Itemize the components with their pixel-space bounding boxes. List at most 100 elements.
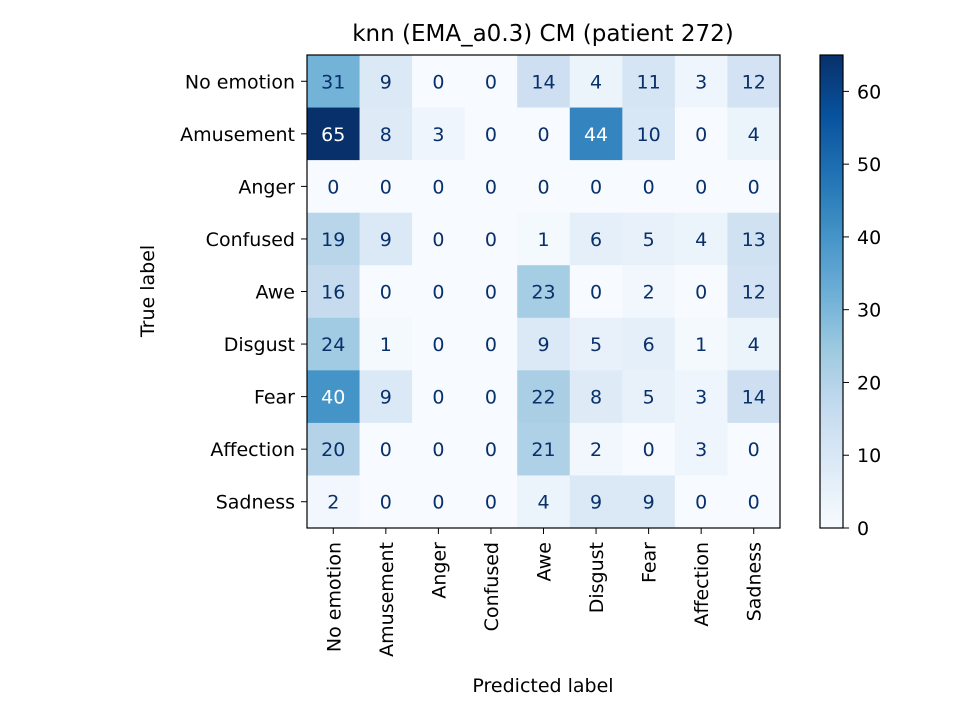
heatmap-cell [569, 422, 623, 476]
heatmap-cell [674, 55, 728, 109]
heatmap-cell [727, 55, 781, 109]
cell-value-label: 0 [432, 439, 444, 461]
heatmap-cell [674, 317, 728, 371]
cell-value-label: 0 [748, 492, 760, 514]
cell-value-label: 2 [590, 439, 602, 461]
heatmap-cell [569, 212, 623, 266]
heatmap-cell [517, 370, 571, 424]
heatmap-cell [517, 107, 571, 161]
heatmap-cell [359, 55, 413, 109]
cell-value-label: 0 [432, 229, 444, 251]
cell-value-label: 0 [485, 282, 497, 304]
x-tick-label: Sadness [744, 542, 766, 621]
heatmap-cell [307, 475, 361, 529]
cell-value-label: 8 [380, 124, 392, 146]
cell-value-label: 9 [643, 492, 655, 514]
cell-value-label: 0 [485, 176, 497, 198]
heatmap-cell [727, 265, 781, 319]
heatmap-cell [622, 265, 676, 319]
x-axis-title: Predicted label [472, 675, 613, 697]
cell-value-label: 0 [537, 176, 549, 198]
heatmap-cell [727, 475, 781, 529]
heatmap-cell [412, 55, 466, 109]
cell-value-label: 0 [327, 176, 339, 198]
cell-value-label: 4 [748, 334, 760, 356]
cell-value-label: 0 [485, 229, 497, 251]
cell-value-label: 0 [695, 176, 707, 198]
chart-title: knn (EMA_a0.3) CM (patient 272) [352, 21, 734, 47]
heatmap-cell [674, 212, 728, 266]
cell-value-label: 0 [432, 334, 444, 356]
x-tick-label: Anger [428, 542, 450, 599]
cell-value-label: 9 [380, 229, 392, 251]
heatmap-cell [307, 55, 361, 109]
cell-value-label: 0 [485, 71, 497, 93]
heatmap-cell [464, 265, 518, 319]
cell-value-label: 22 [531, 387, 555, 409]
cell-value-label: 19 [321, 229, 345, 251]
heatmap-cell [464, 317, 518, 371]
cell-value-label: 4 [748, 124, 760, 146]
heatmap-cell [412, 422, 466, 476]
heatmap-cell [412, 370, 466, 424]
cell-value-label: 0 [485, 334, 497, 356]
heatmap-cell [412, 475, 466, 529]
y-tick-label: Confused [206, 229, 295, 251]
colorbar-tick-label: 30 [857, 300, 881, 322]
cell-value-label: 0 [485, 124, 497, 146]
x-tick-label: Awe [534, 542, 556, 581]
heatmap-cell [622, 370, 676, 424]
y-tick-label: Amusement [180, 124, 295, 146]
cell-value-label: 0 [380, 282, 392, 304]
cell-value-label: 10 [637, 124, 661, 146]
cell-value-label: 5 [590, 334, 602, 356]
colorbar-tick-label: 10 [857, 445, 881, 467]
heatmap-cell [359, 422, 413, 476]
y-tick-label: Affection [210, 439, 295, 461]
heatmap-cell [464, 370, 518, 424]
heatmap-cell [359, 317, 413, 371]
cell-value-label: 9 [380, 387, 392, 409]
heatmap-cell [359, 160, 413, 214]
heatmap-cell [569, 265, 623, 319]
heatmap-cell [622, 317, 676, 371]
y-tick-label: Awe [256, 282, 295, 304]
cell-value-label: 0 [380, 492, 392, 514]
heatmap-cell [727, 160, 781, 214]
heatmap-cell [359, 370, 413, 424]
cell-value-label: 2 [327, 492, 339, 514]
y-tick-label: Disgust [224, 334, 295, 356]
colorbar-ticks: 0 10 20 30 40 50 60 [843, 81, 881, 540]
heatmap-cell [517, 422, 571, 476]
cell-value-label: 0 [537, 124, 549, 146]
cell-value-label: 3 [432, 124, 444, 146]
cell-value-label: 0 [432, 282, 444, 304]
cell-value-label: 0 [432, 71, 444, 93]
heatmap-cell [464, 475, 518, 529]
cell-value-label: 23 [531, 282, 555, 304]
cell-value-label: 6 [590, 229, 602, 251]
cell-value-label: 1 [537, 229, 549, 251]
cell-value-label: 12 [742, 71, 766, 93]
heatmap-cell [622, 160, 676, 214]
cell-value-label: 0 [695, 492, 707, 514]
cell-value-label: 5 [643, 229, 655, 251]
x-tick-label: Disgust [586, 542, 608, 613]
cell-value-label: 0 [432, 387, 444, 409]
cell-value-label: 6 [643, 334, 655, 356]
heatmap-cell [517, 317, 571, 371]
heatmap-cell [727, 370, 781, 424]
x-tick-label: No emotion [323, 542, 345, 652]
heatmap-cell [359, 265, 413, 319]
heatmap-cell [569, 475, 623, 529]
heatmap-cell [307, 107, 361, 161]
colorbar-tick-label: 40 [857, 227, 881, 249]
cell-value-label: 4 [590, 71, 602, 93]
heatmap-cell [307, 212, 361, 266]
heatmap-cell [412, 160, 466, 214]
cell-value-label: 1 [695, 334, 707, 356]
colorbar-tick-label: 20 [857, 372, 881, 394]
heatmap-cell [674, 422, 728, 476]
heatmap-cell [307, 160, 361, 214]
